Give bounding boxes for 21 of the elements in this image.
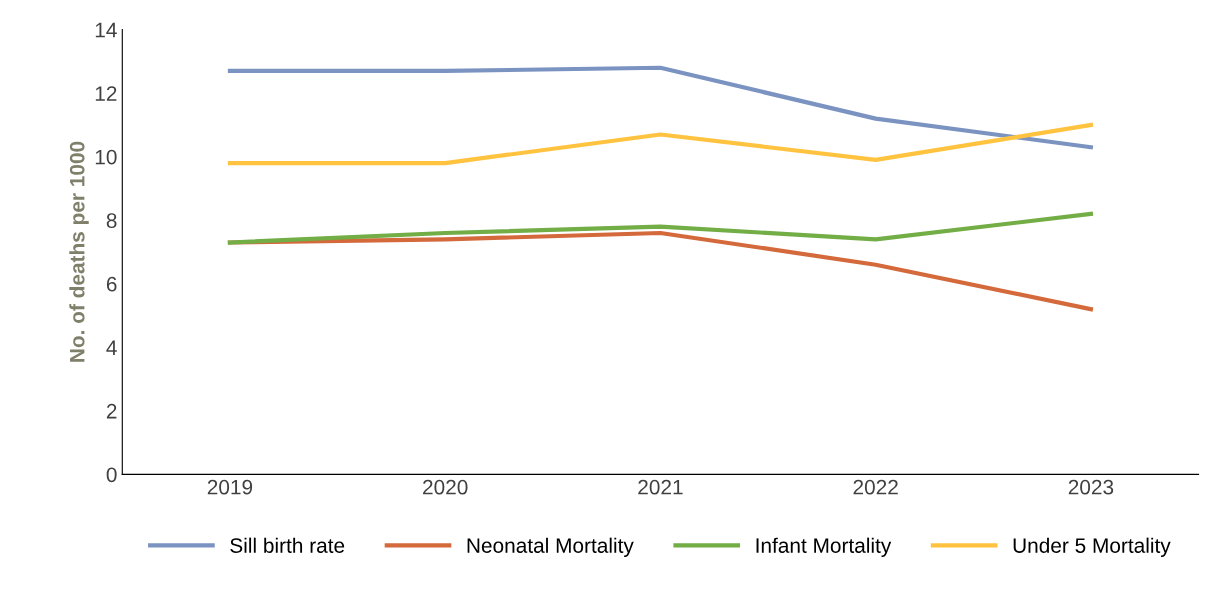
y-tick-label: 8 xyxy=(106,213,117,229)
y-tick-label: 2 xyxy=(106,403,117,419)
legend-label: Sill birth rate xyxy=(230,537,345,553)
y-axis-title: No. of deaths per 1000 xyxy=(69,141,89,362)
line-series xyxy=(227,65,1094,150)
y-tick-label: 14 xyxy=(95,22,117,38)
x-tick-label: 2020 xyxy=(423,479,468,495)
x-tick-label: 2019 xyxy=(207,479,253,495)
y-tick-label: 6 xyxy=(106,276,117,292)
x-tick-label: 2022 xyxy=(853,479,898,495)
y-tick-label: 4 xyxy=(106,340,117,355)
x-tick-label: 2021 xyxy=(638,479,683,495)
y-tick-label: 10 xyxy=(95,149,117,165)
y-tick-label: 0 xyxy=(106,467,117,483)
legend-label: Infant Mortality xyxy=(756,537,892,558)
legend-label: Under 5 Mortality xyxy=(1013,537,1171,558)
x-tick-label: 2023 xyxy=(1068,479,1114,495)
y-tick-label: 12 xyxy=(95,86,117,101)
line-series xyxy=(227,122,1094,166)
legend-label: Neonatal Mortality xyxy=(467,537,634,558)
line-series xyxy=(227,211,1094,245)
